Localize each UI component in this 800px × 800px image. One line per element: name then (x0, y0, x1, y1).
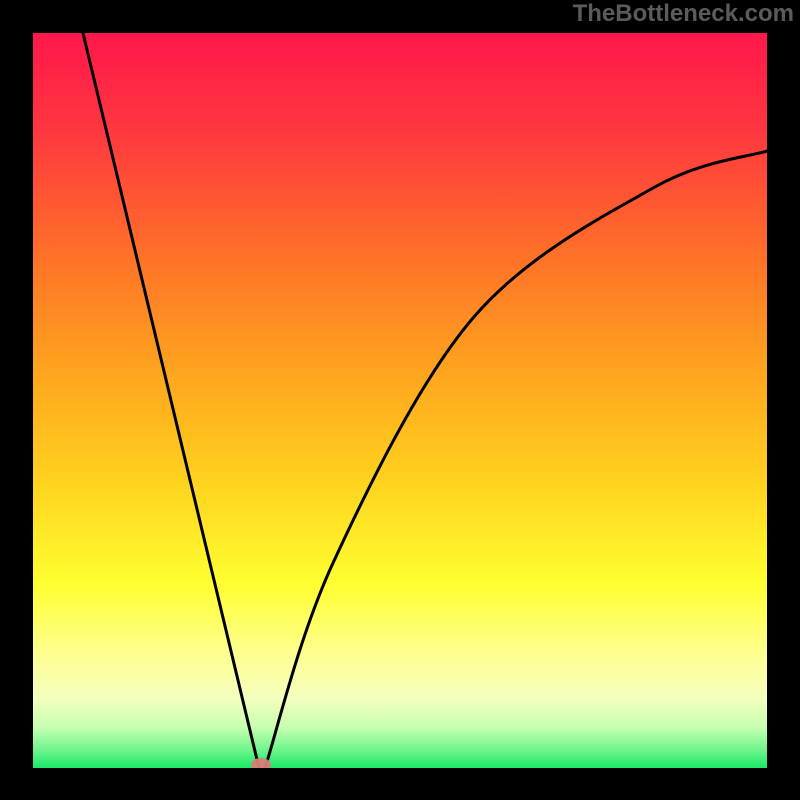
chart-container: TheBottleneck.com (0, 0, 800, 800)
curve-right-branch (265, 151, 767, 768)
watermark-text: TheBottleneck.com (573, 0, 794, 28)
plot-area (33, 33, 767, 768)
curve-left-branch (83, 33, 259, 768)
curve-layer (33, 33, 767, 768)
